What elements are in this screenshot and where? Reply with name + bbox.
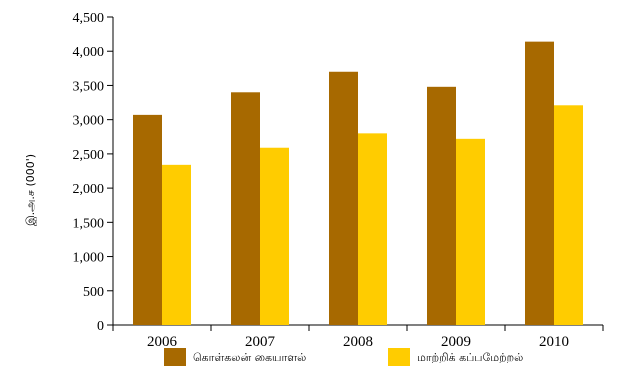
- bar-series1-2009: [427, 86, 456, 326]
- y-tick-label: 2,500: [73, 148, 105, 163]
- bar-series2-2007: [260, 147, 289, 325]
- bar-series2-2008: [358, 133, 387, 325]
- bars: [133, 41, 583, 326]
- x-tick-label: 2010: [539, 334, 569, 350]
- y-tick-label: 500: [83, 285, 104, 300]
- bar-series2-2010: [554, 105, 583, 325]
- legend: கொள்கலன் கையாளல் மாற்றிக் கப்பமேற்றல்: [164, 348, 523, 366]
- y-tick-label: 3,000: [73, 114, 105, 129]
- legend-swatch: [164, 348, 186, 366]
- y-tick-label: 1,500: [73, 216, 105, 231]
- x-tick-label: 2006: [147, 334, 178, 350]
- y-tick-label: 4,500: [73, 11, 105, 26]
- bar-series2-2009: [456, 138, 485, 325]
- y-tick-label: 2,000: [73, 182, 105, 197]
- legend-swatch: [388, 348, 410, 366]
- x-tick-label: 2009: [441, 334, 471, 350]
- x-tick-label: 2008: [343, 334, 373, 350]
- y-axis: 0 500 1,000 1,500 2,000 2,500 3,000 3,500 4,000 4…: [73, 11, 114, 334]
- x-tick-label: 2007: [245, 334, 276, 350]
- y-tick-label: 1,000: [73, 251, 105, 266]
- y-tick-label: 0: [97, 319, 104, 334]
- y-tick-label: 4,000: [73, 45, 105, 60]
- bar-series1-2008: [329, 71, 358, 325]
- bar-series2-2006: [162, 164, 191, 325]
- legend-label: மாற்றிக் கப்பமேற்றல்: [417, 351, 523, 364]
- legend-label: கொள்கலன் கையாளல்: [193, 351, 306, 364]
- x-axis: 2006 2007 2008 2009 2010: [112, 324, 604, 350]
- bar-series1-2007: [231, 92, 260, 326]
- bar-series1-2010: [525, 41, 554, 325]
- y-tick-label: 3,500: [73, 79, 105, 94]
- y-axis-label: இ.அ.ச (000'): [24, 154, 37, 226]
- bar-series1-2006: [133, 114, 162, 326]
